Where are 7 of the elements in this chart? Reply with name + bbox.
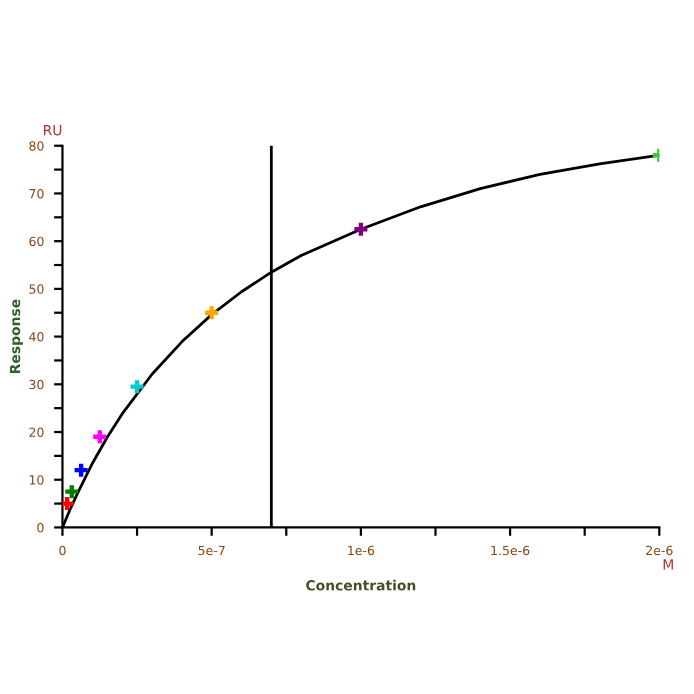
point <box>74 463 88 477</box>
point <box>93 430 107 444</box>
point <box>65 485 79 499</box>
point <box>62 497 74 511</box>
point <box>205 306 219 320</box>
point <box>354 222 368 236</box>
point <box>130 380 144 394</box>
